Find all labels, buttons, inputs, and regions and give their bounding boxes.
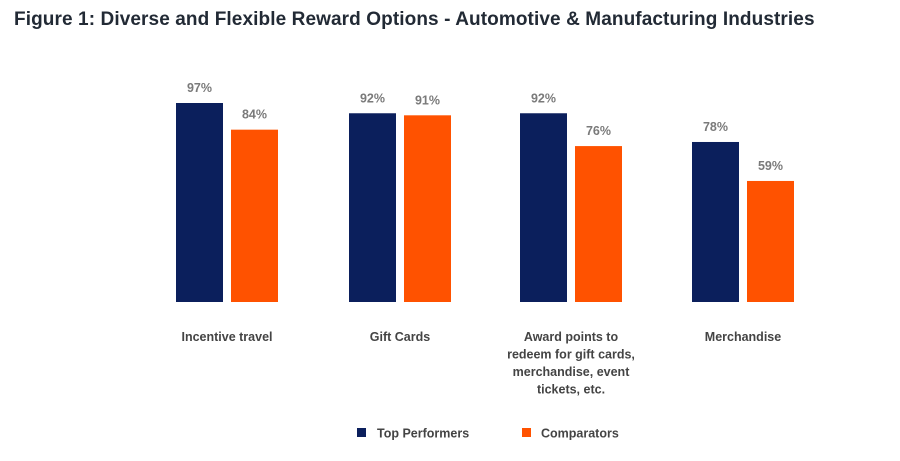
legend-swatch-top-performers	[357, 428, 366, 437]
data-label-comparators-3: 59%	[758, 159, 783, 173]
legend-label-top-performers: Top Performers	[377, 427, 469, 441]
data-label-top-performers-2: 92%	[531, 91, 556, 105]
category-label-3: Merchandise	[705, 330, 781, 344]
bar-comparators-0	[231, 129, 278, 302]
value-labels-layer: 97% 92% 92% 78% 84% 91% 76% 59%	[187, 81, 783, 173]
data-label-top-performers-0: 97%	[187, 81, 212, 95]
category-label-1: Gift Cards	[370, 330, 430, 344]
data-label-comparators-0: 84%	[242, 108, 267, 122]
chart-title: Figure 1: Diverse and Flexible Reward Op…	[14, 9, 815, 30]
legend-label-comparators: Comparators	[541, 427, 619, 441]
bar-top-performers-1	[349, 113, 396, 303]
legend: Top Performers Comparators	[357, 427, 619, 441]
bar-top-performers-3	[692, 141, 739, 302]
category-label-0: Incentive travel	[181, 330, 272, 344]
data-label-comparators-2: 76%	[586, 124, 611, 138]
bar-top-performers-2	[520, 113, 567, 303]
bar-comparators-1	[404, 115, 451, 302]
category-label-2: Award points to redeem for gift cards, mer…	[507, 330, 635, 397]
bar-comparators-2	[575, 146, 622, 302]
bar-comparators-3	[747, 180, 794, 302]
data-label-comparators-1: 91%	[415, 93, 440, 107]
category-labels-layer: Incentive travel Gift Cards Award points t…	[181, 330, 781, 397]
bars-layer	[176, 103, 794, 303]
data-label-top-performers-3: 78%	[703, 120, 728, 134]
bar-top-performers-0	[176, 103, 223, 302]
data-label-top-performers-1: 92%	[360, 91, 385, 105]
legend-swatch-comparators	[522, 428, 531, 437]
